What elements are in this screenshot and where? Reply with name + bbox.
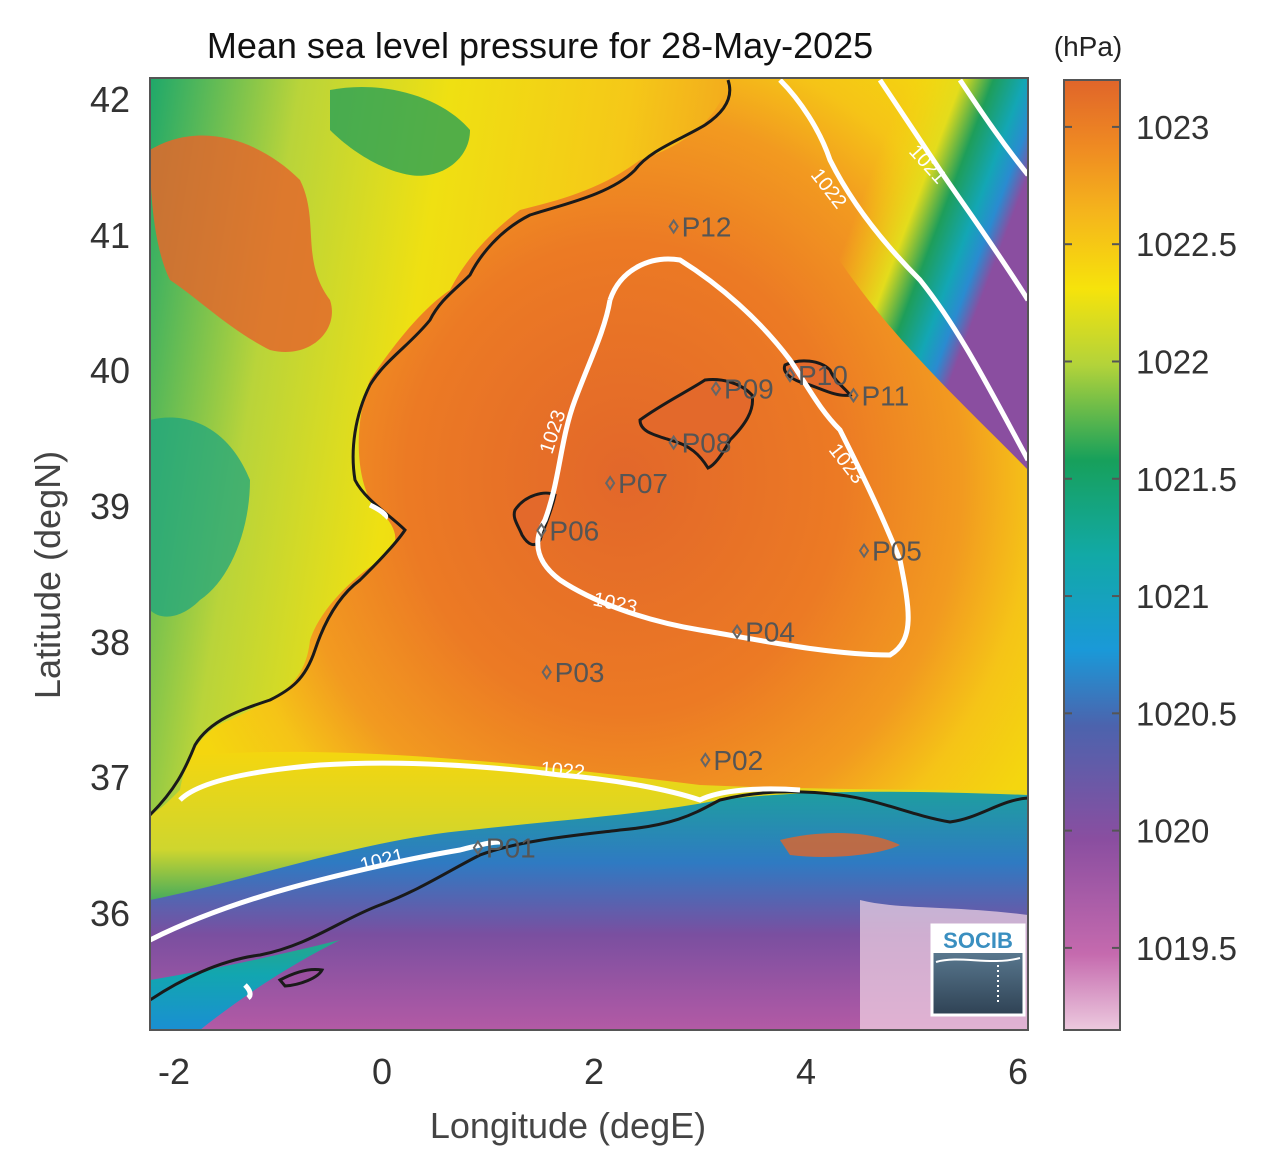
station-marker-p04 (731, 623, 743, 640)
y-axis: 42 41 40 39 38 37 36 (90, 79, 130, 934)
station-marker-p06 (536, 522, 547, 539)
colorbar-tick-label: 1023 (1136, 109, 1209, 146)
contour-label-1022-south: 1022 (540, 758, 586, 784)
station-label-p08: P08 (682, 428, 732, 459)
logo-header (932, 925, 1024, 953)
x-axis-label: Longitude (degE) (430, 1105, 706, 1146)
africa-ridge (780, 833, 900, 857)
socib-logo: SOCIB (930, 923, 1026, 1017)
colorbar-tick-label: 1021.5 (1136, 461, 1237, 498)
station-label-p12: P12 (682, 212, 732, 243)
station-marker-p05 (858, 542, 870, 559)
y-tick-label: 38 (90, 622, 130, 663)
y-tick-label: 41 (90, 215, 130, 256)
contour-1023 (535, 256, 911, 658)
y-tick-label: 40 (90, 350, 130, 391)
colorbar-bar (1063, 79, 1121, 1031)
station-label-p03: P03 (555, 657, 605, 688)
contour-1021-north (877, 78, 1028, 302)
logo-wave (935, 957, 1021, 963)
pressure-gradient-northeast (760, 78, 1028, 470)
station-marker-p01 (472, 839, 484, 856)
island-alboran (277, 968, 325, 988)
station-label-p06: P06 (549, 515, 599, 546)
chart-title: Mean sea level pressure for 28-May-2025 (207, 25, 873, 66)
x-tick-label: -2 (158, 1051, 190, 1092)
x-tick-label: 6 (1008, 1051, 1028, 1092)
y-tick-label: 39 (90, 486, 130, 527)
y-axis-label: Latitude (degN) (27, 451, 68, 699)
x-axis: -2 0 2 4 6 (158, 1051, 1028, 1092)
iberia-green-patch-2 (150, 417, 250, 617)
colorbar-tick-label: 1022 (1136, 343, 1209, 380)
station-label-p07: P07 (618, 468, 668, 499)
station-marker-p12 (668, 218, 679, 235)
iberia-green-patch (330, 86, 470, 176)
island-mallorca (638, 378, 755, 470)
colorbar-unit: (hPa) (1054, 31, 1122, 62)
station-marker-p10 (784, 367, 796, 383)
coastline-africa (150, 790, 1028, 1002)
contour-1022-south (178, 760, 801, 803)
contour-1022-north (778, 78, 1028, 462)
station-label-p11: P11 (861, 380, 909, 411)
contour-1020-north (957, 78, 1028, 177)
plot-frame (149, 77, 1029, 1031)
station-label-p05: P05 (872, 536, 922, 567)
colorbar-tick-label: 1021 (1136, 578, 1209, 615)
contour-fragment (368, 502, 389, 520)
station-marker-p07 (604, 475, 616, 491)
x-tick-label: 4 (796, 1051, 816, 1092)
colorbar-tick-label: 1022.5 (1136, 226, 1237, 263)
colorbar-ticks: 1023 1022.5 1022 1021.5 1021 1020.5 1020 1019.5 (1064, 109, 1237, 967)
station-marker-p11 (848, 387, 859, 404)
y-tick-label: 37 (90, 757, 130, 798)
iberia-high-patch (150, 135, 332, 352)
station-markers: P01 P02 P03 P04 P05 P06 P07 P08 P09 P10 P11 P12 (472, 212, 922, 864)
station-marker-p02 (700, 752, 711, 768)
station-marker-p03 (541, 664, 552, 680)
station-marker-p08 (668, 434, 679, 451)
coastline-iberia (150, 79, 732, 817)
station-label-p01: P01 (486, 833, 536, 864)
x-tick-label: 0 (372, 1051, 392, 1092)
station-label-p09: P09 (724, 374, 774, 405)
colorbar-tick-label: 1020.5 (1136, 695, 1237, 732)
colorbar-tick-label: 1019.5 (1136, 930, 1237, 967)
y-tick-label: 36 (90, 893, 130, 934)
contour-fragment-2 (243, 983, 253, 1000)
station-label-p10: P10 (798, 360, 848, 391)
station-marker-p09 (710, 380, 722, 397)
colorbar: (hPa) 1023 1022.5 1022 1021.5 1021 1020.5 1020… (1054, 31, 1237, 1031)
logo-text: SOCIB (943, 928, 1013, 953)
map-area: 1021 1022 1023 1023 1023 1022 1021 P01P0… (150, 78, 1028, 1030)
station-label-p02: P02 (713, 745, 763, 776)
y-tick-label: 42 (90, 79, 130, 120)
colorbar-tick-label: 1020 (1136, 813, 1209, 850)
x-tick-label: 2 (584, 1051, 604, 1092)
station-label-p04: P04 (745, 617, 795, 648)
